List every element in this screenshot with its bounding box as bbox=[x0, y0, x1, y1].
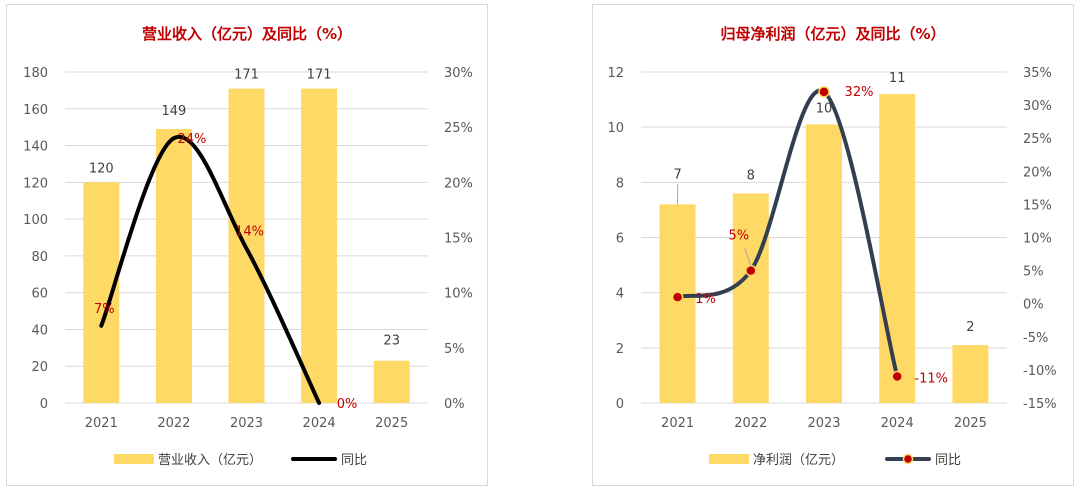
y-right-tick-label: 10% bbox=[1023, 232, 1052, 247]
line-point-marker bbox=[671, 291, 684, 303]
legend-bar-label: 营业收入（亿元） bbox=[158, 453, 262, 468]
y-left-tick-label: 20 bbox=[31, 360, 48, 375]
y-left-tick-label: 100 bbox=[23, 213, 48, 228]
line-value-label: -11% bbox=[914, 372, 948, 387]
y-right-tick-label: 15% bbox=[1023, 198, 1052, 213]
x-tick-label: 2024 bbox=[303, 416, 336, 431]
x-tick-label: 2025 bbox=[954, 416, 987, 431]
profit-chart: 归母净利润（亿元）及同比（%） 0 2 4 6 8 10 12 -15% -10% -5% 0% 5% 1… bbox=[607, 25, 1057, 468]
x-tick-label: 2021 bbox=[661, 416, 694, 431]
profit-chart-panel: 归母净利润（亿元）及同比（%） 0 2 4 6 8 10 12 -15% -10% -5% 0% 5% 1… bbox=[592, 4, 1074, 486]
y-left-tick-label: 140 bbox=[23, 140, 48, 155]
y-right-tick-label: 25% bbox=[444, 121, 473, 136]
bar-value-label: 11 bbox=[889, 71, 906, 86]
bar bbox=[373, 360, 410, 403]
bar bbox=[155, 129, 192, 403]
bar bbox=[301, 88, 338, 404]
y-left-tick-label: 0 bbox=[40, 397, 48, 412]
legend-bar-swatch bbox=[709, 454, 749, 464]
chart-title: 营业收入（亿元）及同比（%） bbox=[142, 25, 352, 43]
y-right-tick-label: -10% bbox=[1023, 364, 1057, 379]
y-right-tick-label: 0% bbox=[444, 397, 465, 412]
revenue-chart: 营业收入（亿元）及同比（%） 0 20 40 60 80 100 120 140 160 180 0%… bbox=[23, 25, 473, 468]
legend-marker-swatch bbox=[902, 453, 914, 465]
y-left-tick-label: 10 bbox=[607, 121, 624, 136]
y-left-tick-label: 8 bbox=[616, 176, 624, 191]
line-point-marker bbox=[818, 86, 830, 98]
legend-bar-label: 净利润（亿元） bbox=[753, 453, 844, 468]
bar bbox=[806, 124, 842, 404]
y-right-tick-label: 25% bbox=[1023, 132, 1052, 147]
x-tick-label: 2024 bbox=[881, 416, 914, 431]
revenue-chart-panel: 营业收入（亿元）及同比（%） 0 20 40 60 80 100 120 140 160 180 0%… bbox=[6, 4, 488, 486]
y-left-tick-label: 80 bbox=[31, 250, 48, 265]
bar bbox=[732, 193, 769, 403]
y-left-tick-label: 40 bbox=[31, 323, 48, 338]
y-right-tick-label: 10% bbox=[444, 287, 473, 302]
y-right-tick-label: -5% bbox=[1023, 331, 1048, 346]
y-right-tick-label: 35% bbox=[1023, 66, 1052, 81]
y-left-tick-label: 60 bbox=[31, 287, 48, 302]
bar-value-label: 149 bbox=[161, 104, 186, 119]
y-right-tick-label: 30% bbox=[444, 66, 473, 81]
bar-value-label: 7 bbox=[673, 167, 681, 182]
legend-bar-swatch bbox=[114, 454, 154, 464]
bar bbox=[952, 345, 989, 403]
y-right-tick-label: -15% bbox=[1023, 397, 1057, 412]
bar-value-label: 2 bbox=[966, 320, 974, 335]
y-left-tick-label: 180 bbox=[23, 66, 48, 81]
y-left-tick-label: 4 bbox=[616, 287, 624, 302]
bar-value-label: 171 bbox=[307, 68, 332, 83]
y-left-tick-label: 12 bbox=[607, 66, 624, 81]
legend-line-label: 同比 bbox=[341, 453, 367, 468]
chart-title: 归母净利润（亿元）及同比（%） bbox=[720, 25, 945, 43]
y-right-tick-label: 5% bbox=[1023, 265, 1044, 280]
legend-line-label: 同比 bbox=[935, 453, 961, 468]
y-right-tick-label: 5% bbox=[444, 342, 465, 357]
bar-value-label: 120 bbox=[89, 161, 114, 176]
line-value-label: 1% bbox=[695, 292, 716, 307]
y-right-tick-label: 30% bbox=[1023, 99, 1052, 114]
y-left-tick-label: 6 bbox=[616, 232, 624, 247]
bar-value-label: 8 bbox=[747, 168, 755, 183]
x-tick-label: 2022 bbox=[734, 416, 767, 431]
bar-value-label: 10 bbox=[816, 101, 833, 116]
line-value-label: 32% bbox=[845, 85, 874, 100]
y-right-tick-label: 15% bbox=[444, 232, 473, 247]
bar-value-label: 171 bbox=[234, 68, 259, 83]
line-point-marker bbox=[891, 370, 903, 383]
y-left-tick-label: 0 bbox=[616, 397, 624, 412]
x-tick-label: 2023 bbox=[230, 416, 263, 431]
line-value-label: 7% bbox=[94, 302, 115, 317]
y-left-tick-label: 2 bbox=[616, 342, 624, 357]
line-point-marker bbox=[745, 264, 757, 277]
line-value-label: 14% bbox=[235, 225, 264, 240]
line-value-label: 0% bbox=[337, 397, 358, 412]
bar bbox=[659, 204, 696, 403]
x-tick-label: 2023 bbox=[807, 416, 840, 431]
y-right-tick-label: 20% bbox=[444, 176, 473, 191]
bar-value-label: 23 bbox=[383, 334, 400, 349]
y-left-tick-label: 160 bbox=[23, 103, 48, 118]
label-leader-line bbox=[744, 248, 752, 266]
line-value-label: 24% bbox=[177, 132, 206, 147]
line-value-label: 5% bbox=[728, 229, 749, 244]
yoy-line bbox=[675, 88, 900, 379]
y-right-tick-label: 0% bbox=[1023, 298, 1044, 313]
x-tick-label: 2021 bbox=[85, 416, 118, 431]
bar bbox=[879, 94, 916, 404]
y-left-tick-label: 120 bbox=[23, 176, 48, 191]
yoy-line bbox=[99, 134, 322, 405]
x-tick-label: 2025 bbox=[375, 416, 408, 431]
y-right-tick-label: 20% bbox=[1023, 165, 1052, 180]
x-tick-label: 2022 bbox=[157, 416, 190, 431]
